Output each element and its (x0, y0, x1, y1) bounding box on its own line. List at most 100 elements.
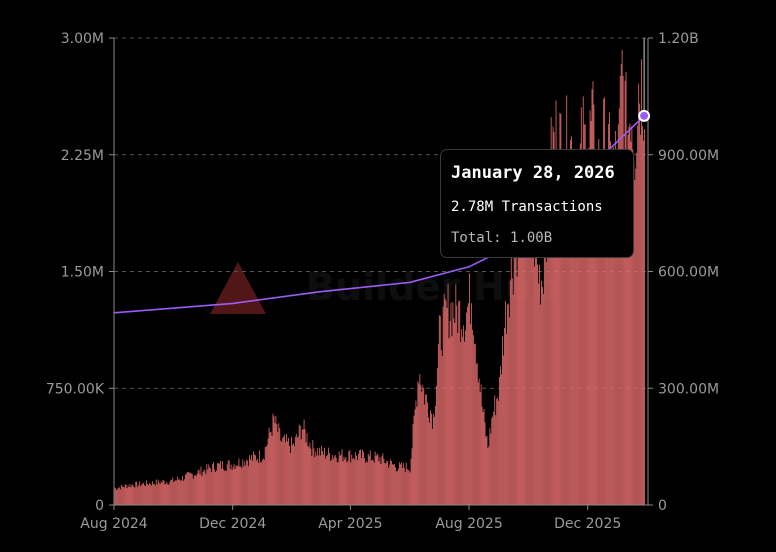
bar (357, 460, 358, 505)
bar (268, 427, 270, 505)
bar (444, 298, 446, 505)
bar (256, 460, 257, 505)
bar (223, 470, 225, 505)
bar (571, 136, 572, 505)
bar (344, 459, 346, 505)
bar (207, 469, 209, 505)
bar (417, 381, 419, 505)
bar (135, 481, 137, 505)
bar (406, 469, 408, 505)
bar (154, 485, 156, 505)
bar (470, 303, 472, 505)
bar (123, 487, 125, 505)
bar (342, 461, 344, 505)
bar (125, 484, 127, 505)
bar (121, 486, 123, 505)
bar (440, 349, 442, 505)
bar (432, 428, 433, 505)
tooltip-date: January 28, 2026 (451, 163, 615, 183)
bar (193, 475, 195, 505)
bar (162, 480, 164, 505)
bar (402, 463, 404, 505)
y-right-tick-label: 1.20B (658, 31, 699, 47)
bar (555, 100, 557, 505)
bar (392, 464, 394, 505)
bar (359, 450, 360, 505)
bar (216, 470, 217, 505)
gridlines (114, 37, 648, 389)
bar (400, 462, 402, 505)
bar (174, 480, 176, 505)
bar (196, 473, 198, 505)
bar (492, 416, 494, 505)
bar (284, 434, 286, 505)
bar (574, 167, 575, 506)
bar (448, 338, 450, 505)
bar (422, 385, 424, 505)
bar (633, 161, 635, 506)
bar (597, 199, 599, 505)
bar (471, 329, 473, 505)
bar (299, 425, 301, 505)
bar (283, 436, 285, 505)
bar (545, 262, 547, 505)
bar (208, 464, 210, 505)
bar (582, 96, 584, 505)
bar (414, 409, 416, 505)
bar (521, 252, 523, 505)
bar (350, 462, 352, 505)
bar (425, 394, 427, 505)
bar (337, 461, 339, 505)
bar (434, 405, 436, 505)
bar (236, 466, 238, 505)
bar (483, 409, 485, 505)
bar (353, 457, 355, 505)
bar (138, 484, 140, 505)
bar (568, 197, 570, 505)
bar (303, 419, 305, 505)
bar (222, 469, 224, 505)
bar (273, 416, 275, 505)
bar (183, 480, 184, 505)
bar (184, 479, 185, 505)
bar (467, 306, 468, 505)
bar (148, 485, 149, 505)
bar (523, 190, 525, 506)
bar (318, 455, 320, 505)
axes (109, 37, 653, 510)
bar (503, 355, 504, 505)
bar (343, 456, 345, 505)
bar (201, 476, 203, 505)
bar (118, 487, 120, 505)
bar (261, 460, 263, 505)
bar (431, 413, 432, 505)
bar (349, 449, 351, 505)
bar (288, 438, 289, 505)
bar (530, 202, 532, 505)
bar (412, 424, 414, 505)
tooltip-total: Total: 1.00B (451, 230, 553, 246)
bar (632, 149, 634, 505)
bar (266, 444, 268, 505)
bar (512, 294, 514, 505)
bar (137, 486, 139, 505)
bar (229, 468, 231, 505)
bar (587, 176, 589, 505)
bar (527, 251, 529, 505)
bar (175, 480, 177, 505)
bar (168, 484, 170, 505)
bar (279, 428, 281, 505)
bar (280, 440, 282, 505)
bar (395, 467, 396, 505)
bar (539, 264, 540, 505)
bar (120, 484, 122, 505)
bar (259, 462, 261, 505)
bar (474, 343, 476, 505)
bar (535, 226, 536, 505)
bar (500, 366, 501, 505)
bar (627, 134, 629, 505)
bar (323, 454, 324, 505)
bar (506, 304, 508, 505)
bar (240, 466, 242, 505)
bar (256, 458, 258, 505)
